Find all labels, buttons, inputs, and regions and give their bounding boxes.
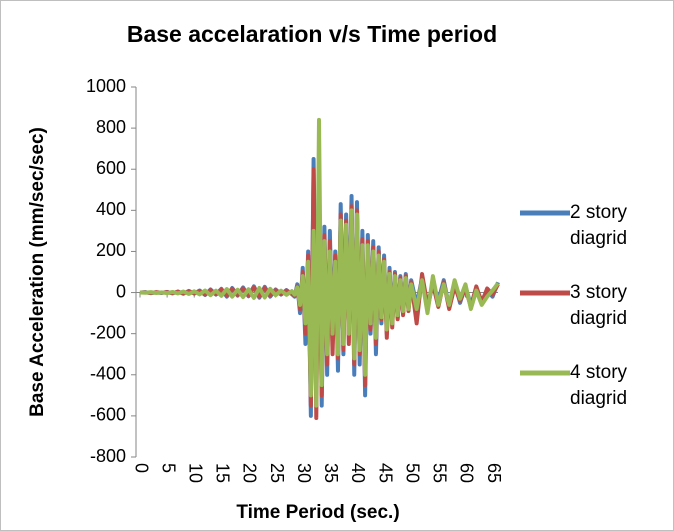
x-tick-label: 0: [131, 463, 151, 473]
x-tick-label: 35: [321, 463, 341, 483]
series-line: [139, 117, 500, 408]
y-tick-label: 800: [96, 117, 126, 137]
y-tick-label: 1000: [86, 76, 126, 96]
x-tick-label: 55: [430, 463, 450, 483]
x-tick-label: 25: [267, 463, 287, 483]
y-axis-label: Base Acceleration (mm/sec/sec): [27, 127, 48, 417]
legend-label: 4 story diagrid: [570, 362, 628, 409]
x-axis-label: Time Period (sec.): [236, 502, 399, 523]
x-tick-label: 40: [348, 463, 368, 483]
x-tick-label: 45: [375, 463, 395, 483]
legend-label: 2 story diagrid: [570, 202, 628, 249]
y-tick-label: -400: [90, 364, 126, 384]
x-tick-label: 15: [213, 463, 233, 483]
x-tick-label: 10: [185, 463, 205, 483]
y-tick-label: 400: [96, 199, 126, 219]
x-tick-label: 20: [240, 463, 260, 483]
y-tick-label: -800: [90, 446, 126, 466]
chart-title: Base accelaration v/s Time period: [127, 21, 497, 47]
x-tick-label: 65: [484, 463, 504, 483]
y-tick-label: 600: [96, 158, 126, 178]
y-tick-label: -200: [90, 322, 126, 342]
x-tick-label: 50: [402, 463, 422, 483]
x-tick-label: 5: [158, 463, 178, 473]
legend-label: 3 story diagrid: [570, 282, 628, 329]
x-tick-label: 30: [294, 463, 314, 483]
y-tick-label: -600: [90, 405, 126, 425]
y-tick-label: 200: [96, 240, 126, 260]
x-tick-label: 60: [457, 463, 477, 483]
y-tick-label: 0: [116, 281, 126, 301]
